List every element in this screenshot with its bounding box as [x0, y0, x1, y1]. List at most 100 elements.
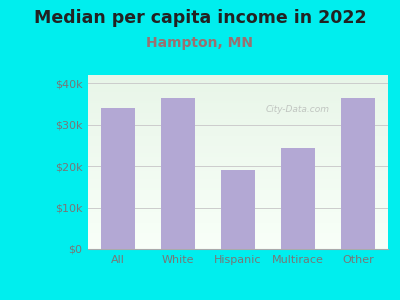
- Bar: [88, 214, 388, 216]
- Bar: [88, 120, 388, 122]
- Bar: [88, 82, 388, 84]
- Bar: [88, 188, 388, 190]
- Bar: [88, 152, 388, 153]
- Bar: [88, 129, 388, 131]
- Bar: [88, 230, 388, 232]
- Bar: [341, 98, 376, 249]
- Bar: [88, 85, 388, 87]
- Bar: [88, 112, 388, 113]
- Bar: [88, 94, 388, 96]
- Bar: [88, 79, 388, 80]
- Bar: [88, 181, 388, 183]
- Bar: [88, 89, 388, 91]
- Bar: [88, 176, 388, 178]
- Bar: [88, 211, 388, 212]
- Text: City-Data.com: City-Data.com: [266, 105, 330, 114]
- Bar: [88, 195, 388, 197]
- Text: Hampton, MN: Hampton, MN: [146, 36, 254, 50]
- Bar: [88, 124, 388, 125]
- Bar: [88, 99, 388, 101]
- Bar: [221, 170, 256, 249]
- Bar: [88, 171, 388, 172]
- Bar: [88, 148, 388, 150]
- Bar: [88, 193, 388, 195]
- Bar: [88, 240, 388, 242]
- Bar: [88, 167, 388, 169]
- Bar: [88, 141, 388, 143]
- Bar: [88, 125, 388, 127]
- Bar: [88, 160, 388, 162]
- Bar: [88, 179, 388, 181]
- Bar: [88, 118, 388, 120]
- Bar: [88, 186, 388, 188]
- Bar: [88, 105, 388, 106]
- Bar: [88, 207, 388, 209]
- Bar: [88, 134, 388, 136]
- Bar: [88, 113, 388, 115]
- Bar: [88, 158, 388, 160]
- Bar: [88, 172, 388, 174]
- Bar: [88, 164, 388, 166]
- Bar: [88, 75, 388, 77]
- Bar: [88, 237, 388, 239]
- Bar: [88, 221, 388, 223]
- Bar: [88, 143, 388, 145]
- Bar: [88, 226, 388, 228]
- Bar: [88, 110, 388, 112]
- Bar: [88, 200, 388, 202]
- Bar: [88, 77, 388, 79]
- Bar: [88, 212, 388, 214]
- Bar: [88, 155, 388, 157]
- Bar: [88, 202, 388, 204]
- Bar: [88, 84, 388, 85]
- Bar: [88, 190, 388, 192]
- Bar: [88, 150, 388, 152]
- Bar: [88, 138, 388, 140]
- Bar: [88, 206, 388, 207]
- Bar: [88, 153, 388, 155]
- Bar: [88, 145, 388, 146]
- Bar: [88, 199, 388, 200]
- Bar: [88, 209, 388, 211]
- Bar: [88, 197, 388, 199]
- Bar: [88, 233, 388, 235]
- Bar: [88, 91, 388, 92]
- Bar: [88, 183, 388, 184]
- Bar: [88, 192, 388, 193]
- Bar: [88, 131, 388, 132]
- Bar: [88, 96, 388, 98]
- Bar: [88, 108, 388, 110]
- Bar: [88, 216, 388, 218]
- Bar: [88, 87, 388, 89]
- Bar: [88, 219, 388, 221]
- Bar: [88, 178, 388, 179]
- Bar: [88, 122, 388, 124]
- Bar: [88, 103, 388, 105]
- Bar: [88, 166, 388, 167]
- Bar: [88, 98, 388, 99]
- Bar: [88, 132, 388, 134]
- Bar: [88, 140, 388, 141]
- Bar: [88, 169, 388, 171]
- Bar: [88, 115, 388, 117]
- Bar: [88, 242, 388, 244]
- Bar: [88, 162, 388, 164]
- Bar: [88, 117, 388, 118]
- Bar: [88, 127, 388, 129]
- Bar: [88, 232, 388, 233]
- Bar: [88, 244, 388, 245]
- Bar: [88, 174, 388, 176]
- Bar: [88, 238, 388, 240]
- Bar: [88, 247, 388, 249]
- Bar: [281, 148, 316, 249]
- Bar: [88, 80, 388, 82]
- Bar: [88, 146, 388, 148]
- Bar: [88, 184, 388, 186]
- Bar: [101, 108, 135, 249]
- Bar: [88, 92, 388, 94]
- Bar: [160, 98, 196, 249]
- Text: Median per capita income in 2022: Median per capita income in 2022: [34, 9, 366, 27]
- Bar: [88, 225, 388, 226]
- Bar: [88, 223, 388, 225]
- Bar: [88, 106, 388, 108]
